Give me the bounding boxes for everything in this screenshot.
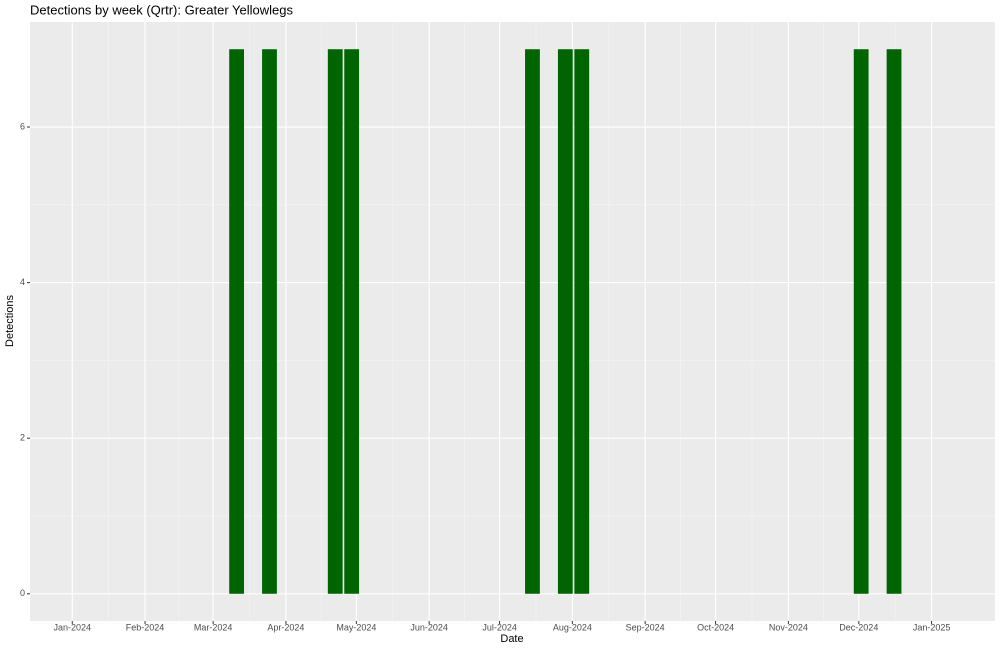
x-tick-label: Mar-2024	[194, 622, 233, 632]
x-tick-label: Oct-2024	[697, 622, 734, 632]
x-tick-label: Jun-2024	[410, 622, 448, 632]
x-tick-label: Jul-2024	[482, 622, 517, 632]
x-tick-label: Feb-2024	[126, 622, 165, 632]
x-tick-label: Jan-2025	[913, 622, 951, 632]
panel	[30, 22, 995, 621]
x-tick-label: May-2024	[336, 622, 376, 632]
x-axis-title: Date	[500, 633, 523, 645]
x-tick-label: Nov-2024	[769, 622, 808, 632]
y-tick-label: 4	[20, 277, 25, 287]
bar	[886, 49, 902, 594]
bar	[525, 49, 540, 594]
bar	[344, 49, 360, 594]
y-tick-label: 6	[20, 121, 25, 131]
y-tick-label: 2	[20, 433, 25, 443]
x-tick-label: Sep-2024	[626, 622, 665, 632]
x-tick-label: Aug-2024	[553, 622, 592, 632]
chart-title: Detections by week (Qrtr): Greater Yello…	[30, 2, 293, 17]
bar	[327, 49, 343, 594]
x-tick-label: Dec-2024	[839, 622, 878, 632]
y-axis-title: Detections	[4, 295, 16, 347]
y-tick-label: 0	[20, 588, 25, 598]
bar	[557, 49, 573, 594]
bar	[853, 49, 869, 594]
bar	[229, 49, 245, 594]
bar	[574, 49, 590, 594]
x-tick-label: Jan-2024	[53, 622, 91, 632]
bar	[262, 49, 277, 594]
x-tick-label: Apr-2024	[267, 622, 304, 632]
